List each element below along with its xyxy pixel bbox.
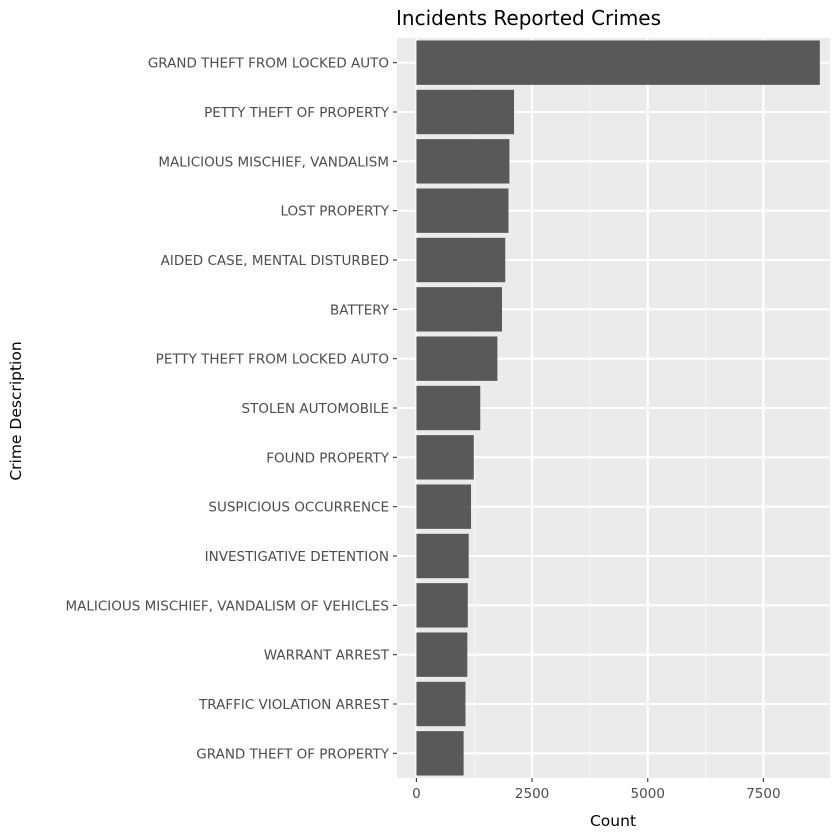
bar (416, 435, 474, 480)
x-axis: 0 2500 5000 7500 (412, 778, 781, 802)
bar (416, 632, 468, 677)
bar (416, 681, 466, 727)
y-tick-label: MALICIOUS MISCHIEF, VANDALISM OF VEHICLE… (65, 598, 389, 614)
y-tick-label: AIDED CASE, MENTAL DISTURBED (161, 253, 389, 269)
bar (416, 583, 468, 628)
y-tick-label: LOST PROPERTY (281, 204, 390, 220)
bar (416, 731, 464, 776)
bar (416, 89, 515, 135)
y-tick-label: MALICIOUS MISCHIEF, VANDALISM (158, 154, 389, 170)
bar (416, 188, 509, 233)
x-axis-title: Count (590, 812, 636, 830)
x-tick-label: 7500 (746, 786, 780, 802)
y-tick-label: GRAND THEFT OF PROPERTY (196, 746, 389, 762)
y-tick-label: INVESTIGATIVE DETENTION (205, 549, 389, 565)
x-tick-label: 2500 (515, 786, 549, 802)
bar (416, 139, 510, 184)
bar (416, 336, 498, 381)
y-axis-title: Crime Description (7, 341, 25, 480)
x-tick-label: 5000 (631, 786, 665, 802)
y-tick-label: GRAND THEFT FROM LOCKED AUTO (148, 56, 389, 72)
bar (416, 40, 820, 85)
y-tick-label: WARRANT ARREST (264, 648, 390, 664)
x-tick-label: 0 (412, 786, 421, 802)
chart-title: Incidents Reported Crimes (396, 6, 661, 30)
y-tick-label: SUSPICIOUS OCCURRENCE (208, 500, 389, 516)
y-tick-label: TRAFFIC VIOLATION ARREST (198, 697, 390, 713)
y-tick-label: PETTY THEFT OF PROPERTY (204, 105, 390, 121)
bar (416, 237, 506, 283)
bar (416, 533, 469, 579)
bar (416, 385, 481, 431)
y-tick-label: FOUND PROPERTY (266, 450, 390, 466)
y-tick-label: STOLEN AUTOMOBILE (242, 401, 389, 417)
bar (416, 484, 472, 529)
bar (416, 287, 503, 332)
bars (416, 40, 820, 776)
y-tick-label: PETTY THEFT FROM LOCKED AUTO (156, 352, 389, 368)
y-tick-label: BATTERY (330, 302, 390, 318)
y-axis: GRAND THEFT FROM LOCKED AUTO PETTY THEFT … (65, 56, 397, 762)
